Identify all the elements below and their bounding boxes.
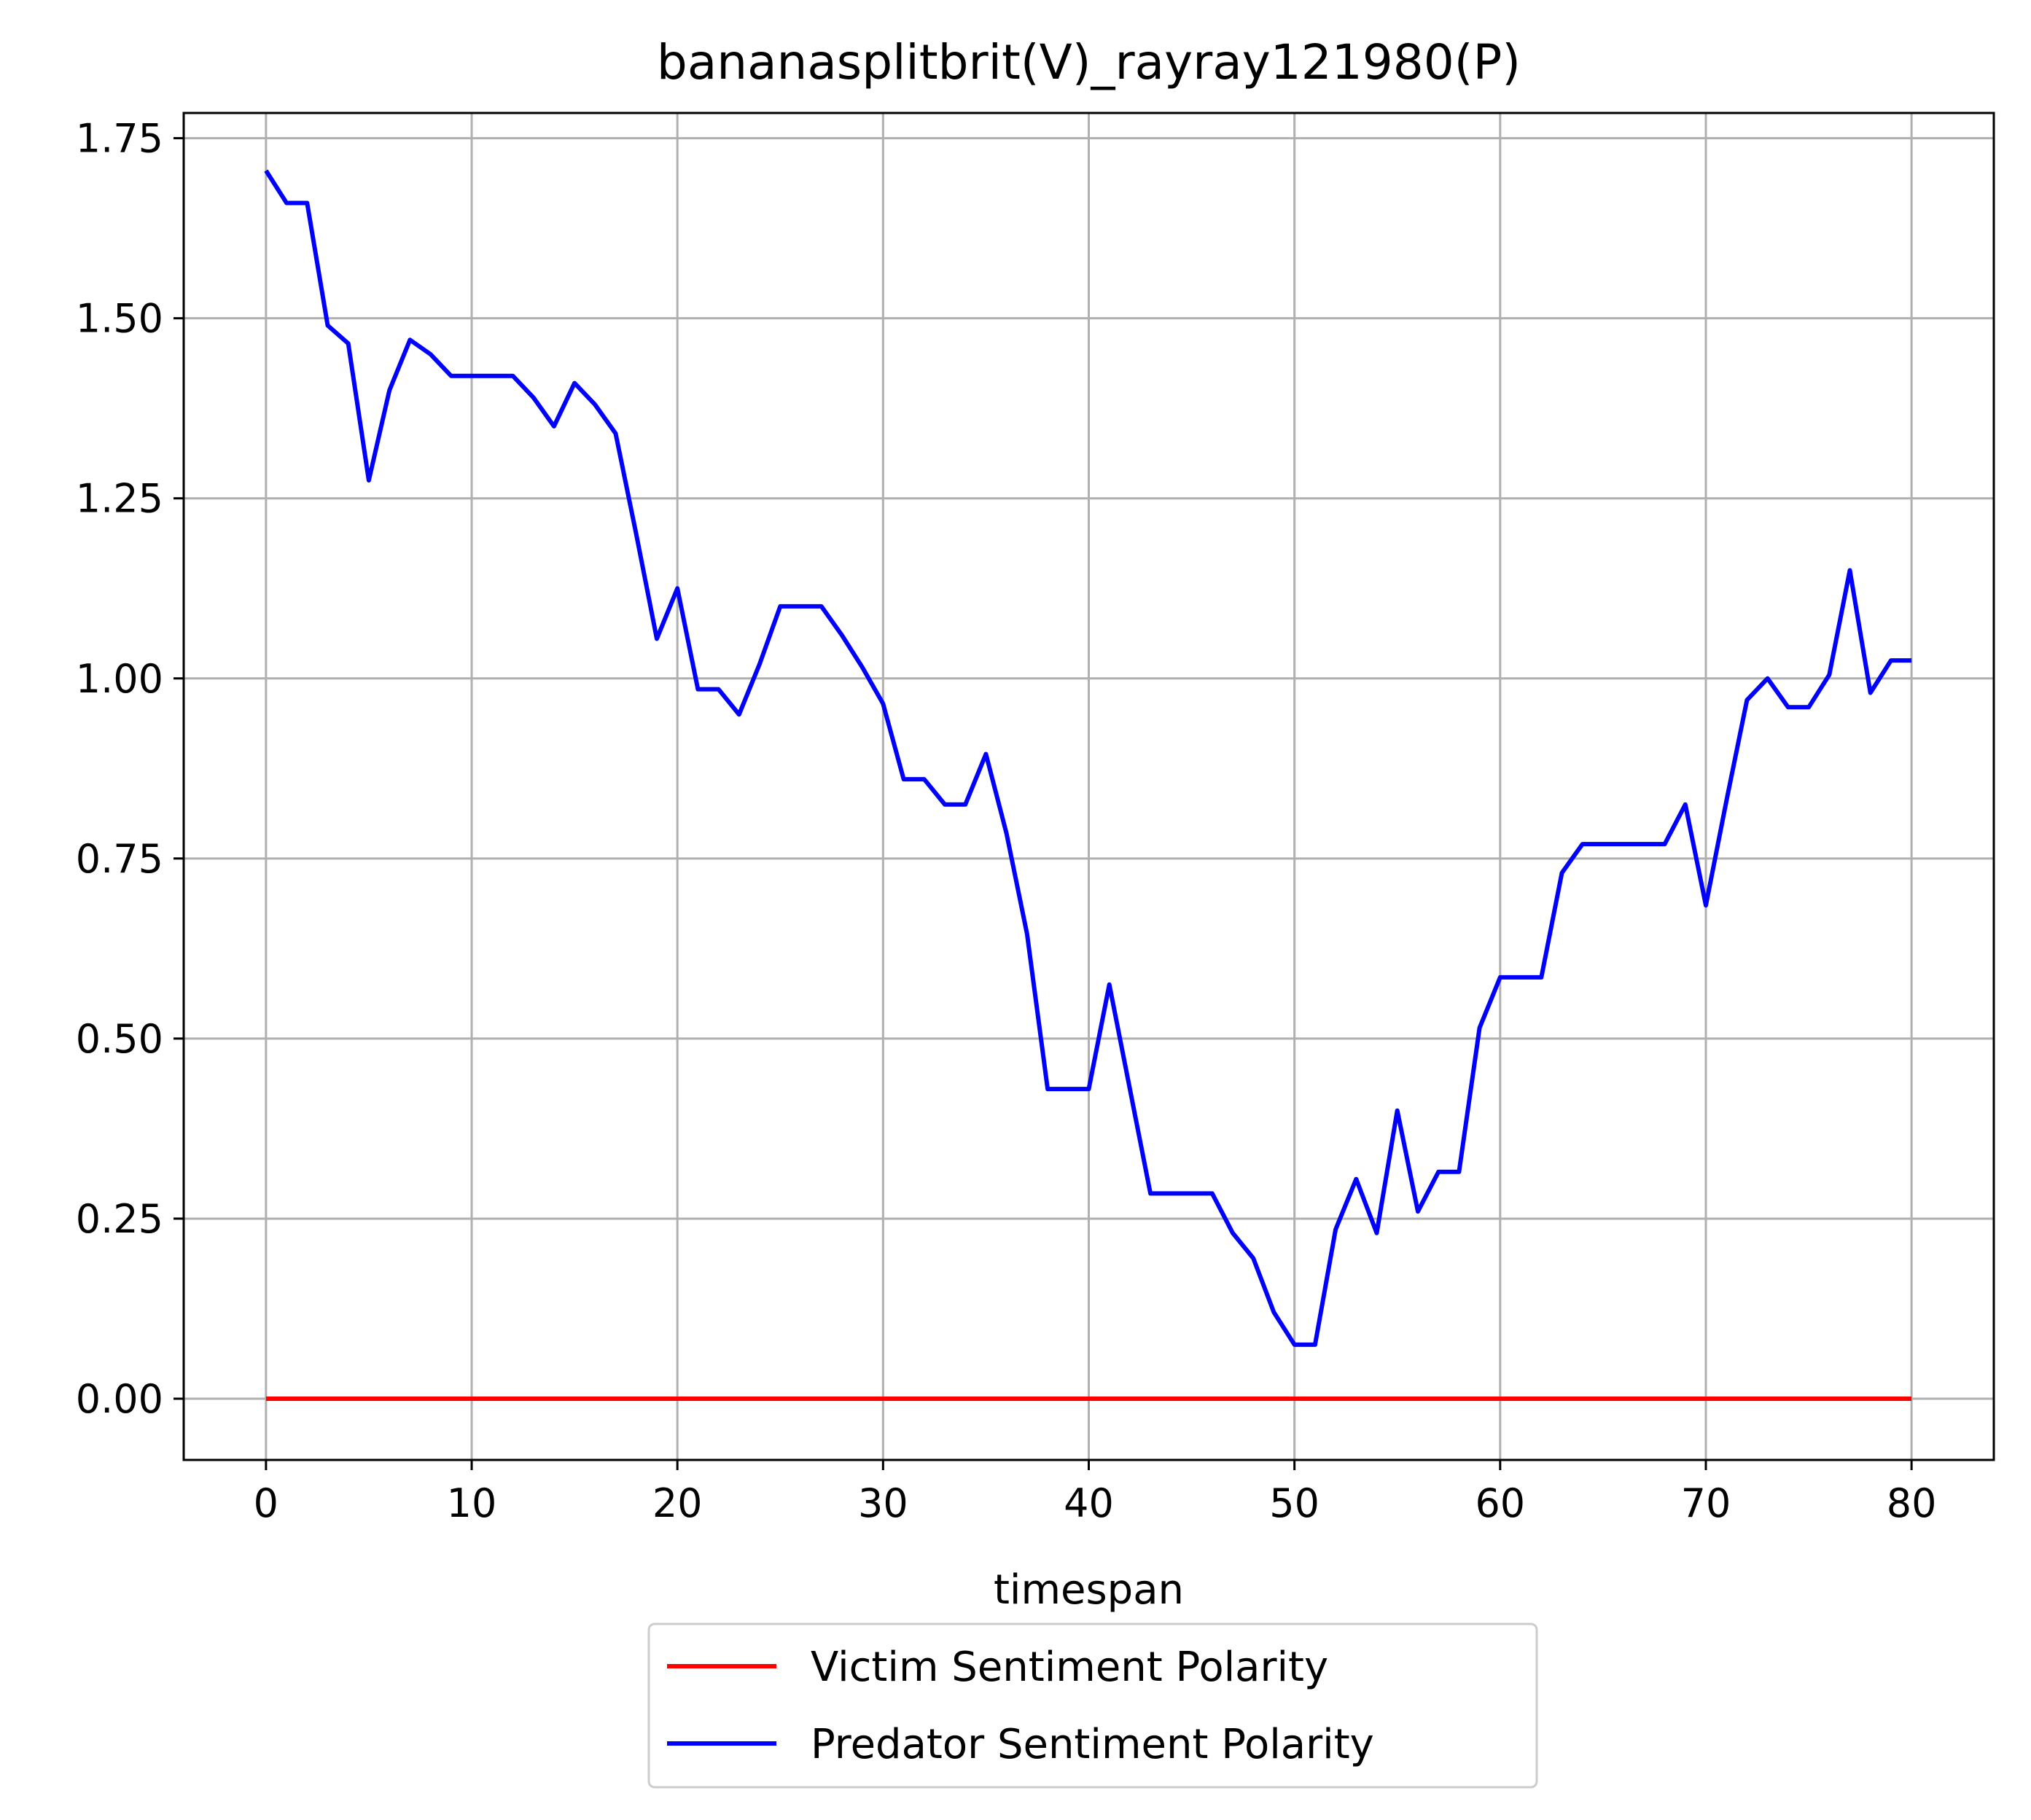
axis-ticks: 0 10 20 30 40 50 60 70 80 0.00 0.25 0.50 0.75 1.00 1.2… bbox=[76, 116, 1937, 1526]
series-lines bbox=[264, 169, 1912, 1401]
y-tick-label: 1.50 bbox=[76, 296, 163, 342]
chart-title: bananasplitbrit(V)_rayray121980(P) bbox=[657, 34, 1521, 90]
y-tick-label: 0.00 bbox=[76, 1376, 163, 1422]
x-tick-label: 30 bbox=[858, 1480, 908, 1526]
x-tick-label: 20 bbox=[652, 1480, 703, 1526]
y-tick-label: 0.25 bbox=[76, 1196, 163, 1242]
grid bbox=[184, 113, 1994, 1460]
x-tick-label: 40 bbox=[1064, 1480, 1114, 1526]
legend-label-victim: Victim Sentiment Polarity bbox=[811, 1644, 1328, 1691]
x-axis-label: timespan bbox=[994, 1566, 1184, 1614]
y-tick-label: 1.25 bbox=[76, 476, 163, 522]
y-tick-label: 0.75 bbox=[76, 836, 163, 882]
x-tick-label: 80 bbox=[1887, 1480, 1937, 1526]
y-tick-label: 1.00 bbox=[76, 656, 163, 702]
x-tick-label: 50 bbox=[1269, 1480, 1319, 1526]
x-tick-label: 70 bbox=[1681, 1480, 1731, 1526]
legend-box bbox=[647, 1622, 1538, 1789]
legend-label-predator: Predator Sentiment Polarity bbox=[811, 1721, 1374, 1768]
predator-series-line bbox=[264, 169, 1912, 1347]
legend: Victim Sentiment Polarity Predator Senti… bbox=[647, 1622, 1538, 1789]
x-tick-label: 60 bbox=[1475, 1480, 1525, 1526]
x-tick-label: 10 bbox=[447, 1480, 497, 1526]
x-tick-label: 0 bbox=[254, 1480, 278, 1526]
y-tick-label: 1.75 bbox=[76, 116, 163, 162]
y-tick-label: 0.50 bbox=[76, 1016, 163, 1062]
